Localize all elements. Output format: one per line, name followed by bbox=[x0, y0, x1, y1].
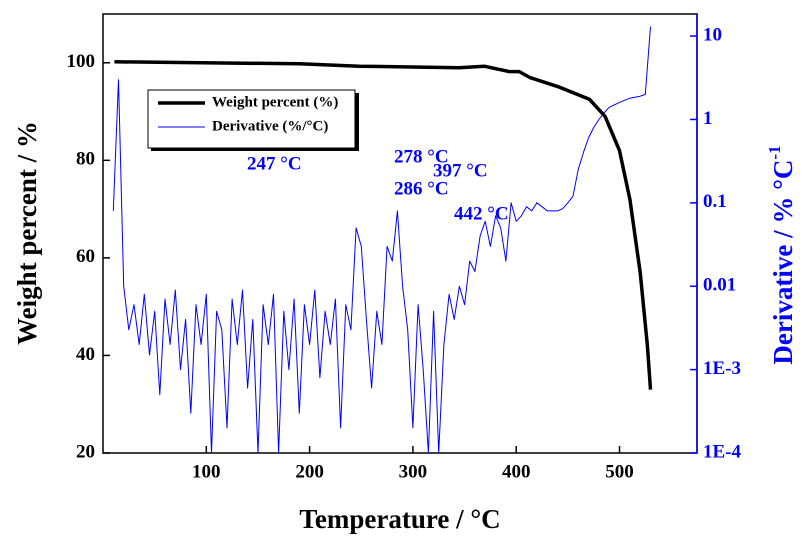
y2-axis-label-sup: -1 bbox=[765, 145, 784, 159]
series-line bbox=[114, 60, 653, 390]
annotation: 442 °C bbox=[454, 203, 509, 224]
x-tick-label: 400 bbox=[502, 461, 531, 482]
y-axis-label: Weight percent / % bbox=[12, 121, 42, 345]
x-axis-label: Temperature / °C bbox=[299, 504, 500, 534]
annotation: 286 °C bbox=[394, 178, 449, 199]
series-line bbox=[112, 26, 651, 454]
legend-shadow bbox=[151, 148, 359, 151]
legend-label: Derivative (%/°C) bbox=[212, 118, 328, 134]
annotation: 278 °C bbox=[394, 146, 449, 167]
y-tick-label: 100 bbox=[67, 51, 96, 72]
y2-tick-label: 1E-3 bbox=[703, 358, 741, 379]
legend-shadow bbox=[355, 93, 359, 151]
y2-tick-label: 0.1 bbox=[703, 191, 727, 212]
y2-tick-label: 10 bbox=[703, 24, 722, 45]
x-tick-label: 300 bbox=[399, 461, 428, 482]
y2-axis-label-text: Derivative / % °C bbox=[768, 160, 798, 365]
x-tick-label: 200 bbox=[295, 461, 324, 482]
y-tick-label: 20 bbox=[76, 441, 95, 462]
legend-label: Weight percent (%) bbox=[212, 94, 338, 110]
annotation: 397 °C bbox=[433, 160, 488, 181]
y2-axis-label: Derivative / % °C-1 bbox=[765, 145, 798, 364]
y2-tick-label: 1E-4 bbox=[703, 441, 742, 462]
y2-tick-label: 1 bbox=[703, 108, 713, 129]
legend-box bbox=[147, 89, 356, 149]
y-tick-label: 80 bbox=[76, 149, 95, 170]
x-tick-label: 100 bbox=[192, 461, 221, 482]
annotation: 247 °C bbox=[247, 153, 302, 174]
x-tick-label: 500 bbox=[605, 461, 634, 482]
y-tick-label: 60 bbox=[76, 246, 95, 267]
y-tick-label: 40 bbox=[76, 344, 95, 365]
y2-tick-label: 0.01 bbox=[703, 275, 736, 296]
